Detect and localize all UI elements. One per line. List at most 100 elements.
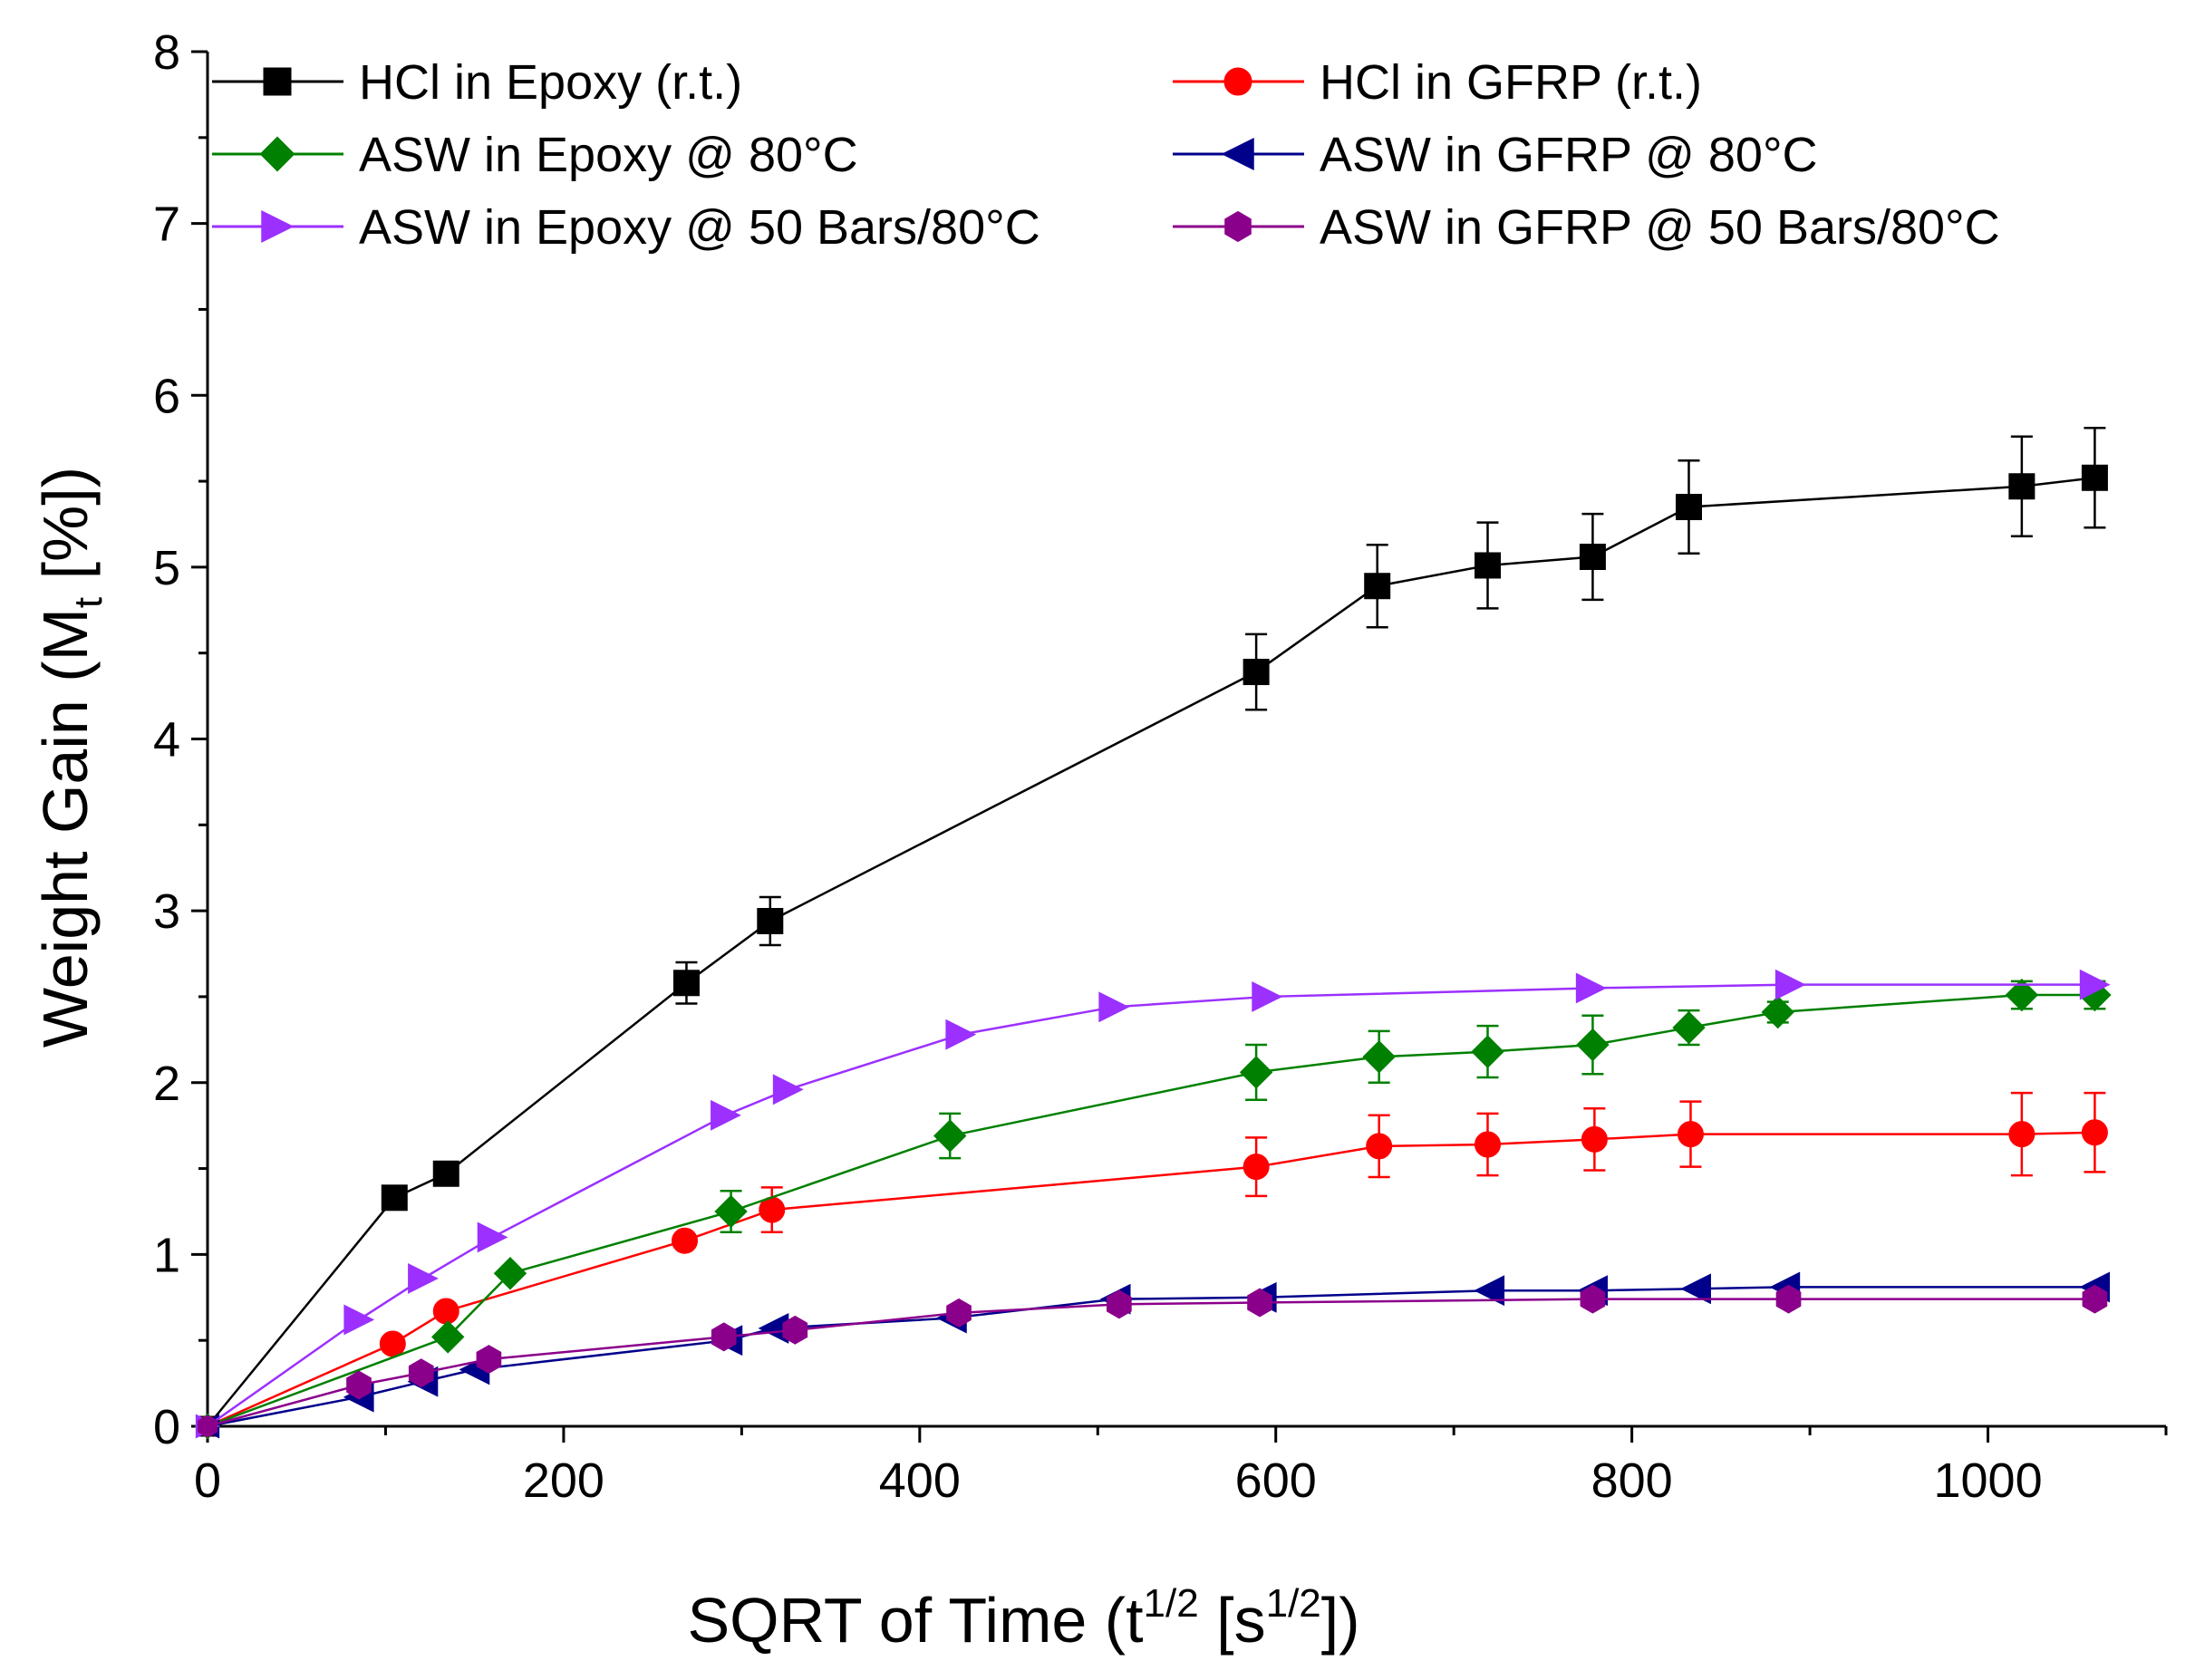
legend-marker	[263, 67, 292, 96]
y-tick-label: 1	[153, 1228, 180, 1282]
x-axis-title-part: ])	[1321, 1585, 1360, 1656]
series-1	[197, 427, 2108, 1437]
legend-label: HCl in Epoxy (r.t.)	[359, 55, 742, 110]
data-point	[1775, 1284, 1802, 1314]
legend-marker	[259, 136, 295, 172]
legend-item-3: ASW in Epoxy @ 80°C	[212, 128, 858, 182]
legend-label: ASW in Epoxy @ 50 Bars/80°C	[359, 200, 1040, 255]
data-point	[1239, 1056, 1273, 1089]
data-point	[408, 1263, 439, 1294]
x-tick-label: 0	[194, 1453, 221, 1508]
data-point	[346, 1370, 372, 1400]
y-tick-label: 0	[153, 1400, 180, 1454]
y-tick-label: 2	[153, 1057, 180, 1111]
x-axis-title: SQRT of Time (t1/2 [s1/2])	[687, 1581, 1359, 1656]
legend-item-1: HCl in Epoxy (r.t.)	[212, 55, 742, 110]
data-point	[1581, 1125, 1608, 1153]
data-point	[1107, 1289, 1132, 1319]
data-point	[1475, 1131, 1502, 1158]
x-axis-title-superscript: 1/2	[1144, 1581, 1199, 1626]
data-point	[1677, 1121, 1704, 1148]
x-axis-title-part: [s	[1199, 1585, 1266, 1656]
legend-marker	[1223, 67, 1252, 96]
legend-label: ASW in GFRP @ 80°C	[1320, 128, 1818, 182]
data-point	[1761, 995, 1794, 1029]
data-point	[945, 1019, 977, 1050]
data-point	[1364, 573, 1391, 600]
legend-marker	[261, 209, 295, 244]
data-point	[1580, 1284, 1606, 1314]
data-point	[1252, 981, 1283, 1012]
data-point	[1680, 1273, 1711, 1305]
series-3	[194, 978, 2112, 1440]
data-point	[1362, 1040, 1396, 1074]
data-point	[1676, 494, 1703, 521]
legend-marker	[1224, 210, 1252, 243]
data-point	[946, 1298, 972, 1328]
legend-item-6: ASW in GFRP @ 50 Bars/80°C	[1173, 200, 2000, 255]
x-tick-label: 1000	[1933, 1453, 2042, 1508]
legend-item-2: HCl in GFRP (r.t.)	[1173, 55, 1702, 110]
data-point	[432, 1298, 459, 1325]
data-point	[2008, 473, 2035, 500]
data-point	[1098, 991, 1130, 1023]
data-point	[2082, 1284, 2108, 1314]
y-tick-label: 5	[153, 541, 180, 595]
data-point	[1247, 1288, 1272, 1318]
y-tick-label: 6	[153, 369, 180, 423]
plot-area	[194, 427, 2112, 1440]
legend-marker	[1221, 137, 1254, 171]
legend: HCl in Epoxy (r.t.) HCl in GFRP (r.t.) ASW…	[212, 55, 2000, 255]
x-tick-label: 200	[523, 1453, 604, 1508]
data-point	[757, 908, 784, 935]
series-2	[197, 1091, 2108, 1437]
legend-label: ASW in Epoxy @ 80°C	[359, 128, 858, 182]
data-point	[2081, 464, 2108, 491]
data-point	[1579, 543, 1606, 570]
data-point	[2081, 1119, 2108, 1146]
series-6	[198, 1284, 2108, 1438]
data-point	[381, 1184, 408, 1212]
data-point	[476, 1345, 502, 1375]
data-point	[714, 1194, 748, 1229]
y-axis-title: Weight Gain (Mt [%])	[30, 467, 111, 1048]
data-point	[2008, 1121, 2035, 1148]
y-tick-label: 8	[153, 25, 180, 80]
data-point	[1243, 659, 1270, 686]
y-tick-label: 4	[153, 713, 180, 768]
data-point	[1475, 552, 1502, 579]
series-5	[195, 969, 2111, 1439]
x-tick-label: 600	[1235, 1453, 1317, 1508]
x-axis-title-superscript: 1/2	[1266, 1581, 1321, 1626]
series-line	[207, 1131, 2095, 1428]
data-point	[1575, 972, 1607, 1004]
data-point	[711, 1099, 741, 1131]
data-point	[379, 1330, 406, 1357]
data-point	[2079, 969, 2111, 1000]
x-tick-label: 400	[879, 1453, 961, 1508]
legend-label: ASW in GFRP @ 50 Bars/80°C	[1320, 200, 2000, 255]
data-point	[343, 1304, 375, 1336]
data-point	[198, 1414, 218, 1438]
data-point	[493, 1257, 527, 1290]
data-point	[1471, 1035, 1504, 1068]
series-line	[207, 477, 2095, 1427]
data-point	[1774, 969, 1806, 1000]
data-point	[431, 1320, 465, 1354]
data-point	[671, 1227, 698, 1254]
y-tick-label: 7	[153, 198, 180, 252]
data-point	[1366, 1133, 1393, 1160]
data-point	[408, 1358, 434, 1388]
legend-label: HCl in GFRP (r.t.)	[1320, 55, 1702, 110]
data-point	[711, 1322, 737, 1352]
data-point	[782, 1315, 808, 1345]
data-point	[1672, 1010, 1706, 1045]
data-point	[2005, 978, 2039, 1012]
data-point	[1576, 1028, 1610, 1062]
data-point	[1474, 1275, 1505, 1307]
data-point	[933, 1119, 967, 1153]
data-point	[672, 970, 700, 997]
y-axis-title-subscript: t	[66, 597, 111, 608]
data-point	[1243, 1154, 1270, 1181]
